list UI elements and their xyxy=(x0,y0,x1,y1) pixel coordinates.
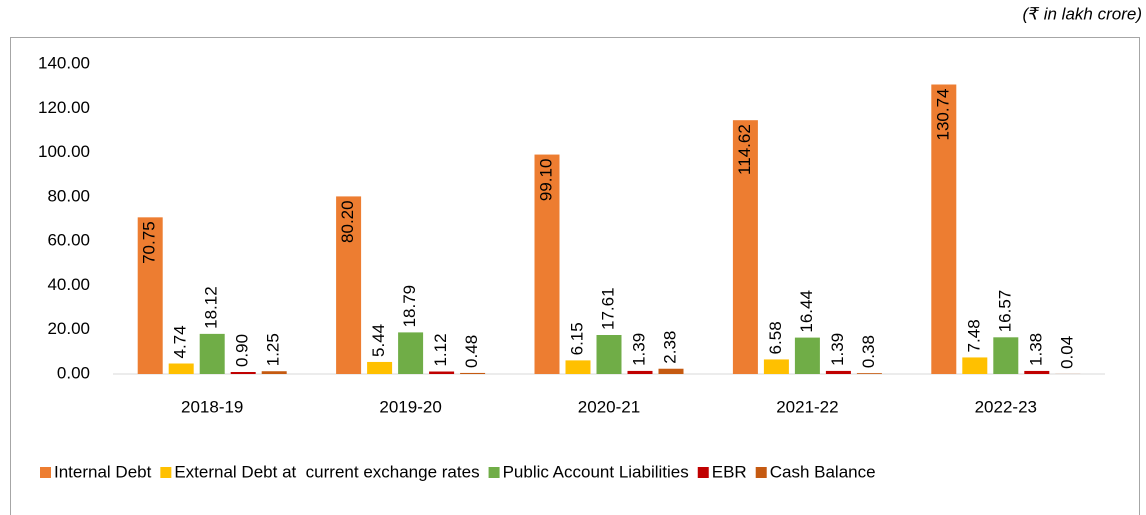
y-tick-label: 140.00 xyxy=(38,53,90,72)
bar xyxy=(534,154,560,374)
y-tick-label: 60.00 xyxy=(47,231,90,250)
bar xyxy=(962,357,988,374)
y-tick-label: 0.00 xyxy=(57,363,90,382)
value-label: 1.38 xyxy=(1026,333,1045,366)
value-label: 5.44 xyxy=(369,324,388,357)
value-label: 0.90 xyxy=(233,334,252,367)
legend-label: Internal Debt xyxy=(54,462,152,481)
legend-label: Cash Balance xyxy=(770,462,876,481)
value-label: 16.57 xyxy=(995,290,1014,333)
value-label: 1.39 xyxy=(629,333,648,366)
value-label: 17.61 xyxy=(598,287,617,330)
y-tick-label: 120.00 xyxy=(38,98,90,117)
value-label: 4.74 xyxy=(171,325,190,358)
bar xyxy=(627,370,653,374)
legend-label: EBR xyxy=(712,462,747,481)
bar xyxy=(199,333,225,374)
y-tick-label: 100.00 xyxy=(38,142,90,161)
value-label: 1.39 xyxy=(828,333,847,366)
value-label: 0.04 xyxy=(1057,336,1076,369)
value-label: 1.12 xyxy=(431,333,450,366)
x-tick-label: 2020-21 xyxy=(578,397,640,416)
bar xyxy=(763,359,789,374)
y-tick-label: 80.00 xyxy=(47,186,90,205)
chart-border xyxy=(10,37,1140,515)
bar xyxy=(460,372,486,374)
value-label: 80.20 xyxy=(338,200,357,243)
x-tick-label: 2018-19 xyxy=(181,397,243,416)
bar xyxy=(658,368,684,374)
legend-swatch xyxy=(488,467,500,478)
bar xyxy=(429,371,455,374)
value-label: 1.25 xyxy=(264,333,283,366)
value-label: 6.15 xyxy=(567,322,586,355)
bar xyxy=(993,337,1019,374)
bar xyxy=(794,337,820,374)
bar xyxy=(931,84,957,375)
bar xyxy=(565,360,591,374)
x-tick-label: 2022-23 xyxy=(975,397,1037,416)
legend-swatch xyxy=(755,467,767,478)
value-label: 99.10 xyxy=(536,159,555,202)
bar xyxy=(732,120,758,374)
value-label: 18.12 xyxy=(202,286,221,329)
x-tick-label: 2019-20 xyxy=(379,397,441,416)
value-label: 130.74 xyxy=(933,89,952,141)
unit-label: (₹ in lakh crore) xyxy=(1023,4,1142,23)
bar xyxy=(596,335,622,374)
value-label: 2.38 xyxy=(660,331,679,364)
bar xyxy=(856,373,882,374)
bar xyxy=(137,217,163,374)
y-tick-label: 40.00 xyxy=(47,275,90,294)
bar xyxy=(336,196,362,374)
value-label: 6.58 xyxy=(766,321,785,354)
value-label: 0.48 xyxy=(462,335,481,368)
bar xyxy=(261,371,287,374)
bar xyxy=(168,363,194,374)
legend-label: External Debt at current exchange rates xyxy=(174,462,479,481)
legend-label: Public Account Liabilities xyxy=(503,462,689,481)
value-label: 114.62 xyxy=(735,124,754,175)
bar xyxy=(825,370,851,374)
bar xyxy=(367,361,393,374)
y-tick-label: 20.00 xyxy=(47,319,90,338)
value-label: 18.79 xyxy=(400,285,419,328)
bar xyxy=(398,332,424,374)
bar xyxy=(1024,370,1050,374)
value-label: 16.44 xyxy=(797,290,816,333)
x-tick-label: 2021-22 xyxy=(776,397,838,416)
value-label: 0.38 xyxy=(859,335,878,368)
value-label: 70.75 xyxy=(140,221,159,264)
bar xyxy=(230,372,256,374)
value-label: 7.48 xyxy=(964,319,983,352)
legend-swatch xyxy=(697,467,709,478)
legend-swatch xyxy=(160,467,172,478)
legend-swatch xyxy=(40,467,51,478)
